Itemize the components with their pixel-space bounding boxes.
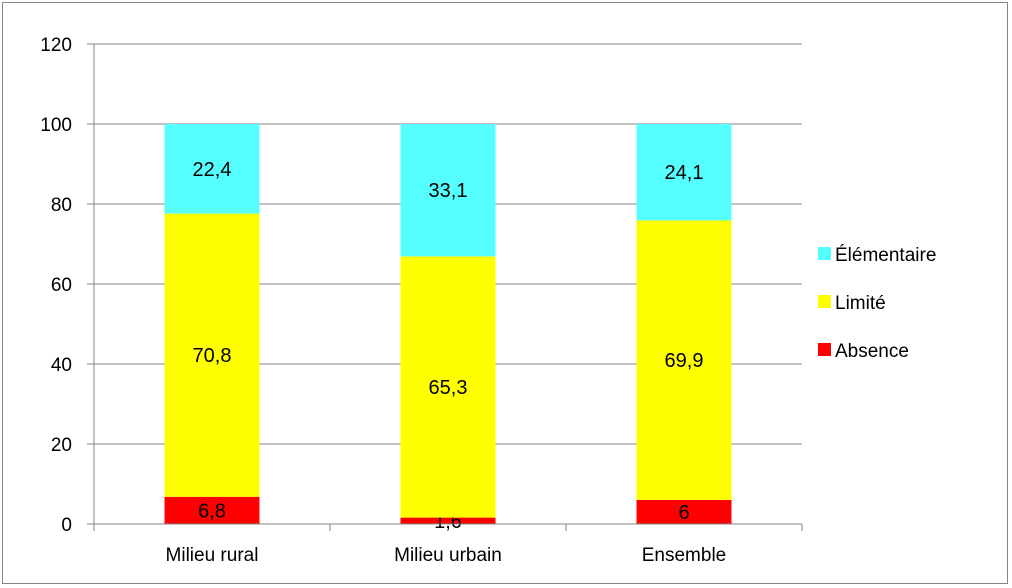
- y-tick-label: 60: [51, 275, 72, 296]
- y-tick-label: 20: [51, 435, 72, 456]
- data-label: 33,1: [429, 180, 468, 202]
- x-tick-label: Ensemble: [642, 545, 727, 566]
- data-label: 24,1: [665, 162, 704, 184]
- bar-segment-absence: [636, 500, 732, 524]
- bar-segment-limité: [636, 220, 732, 500]
- data-label: 65,3: [429, 377, 468, 399]
- data-label: 6,8: [198, 500, 226, 522]
- x-tick-label: Milieu urbain: [394, 545, 502, 566]
- bar-segment-élémentaire: [636, 124, 732, 221]
- y-tick-label: 0: [61, 515, 72, 536]
- legend-swatch-élémentaire: [818, 247, 831, 260]
- x-tick-label: Milieu rural: [166, 545, 259, 566]
- y-tick-label: 40: [51, 355, 72, 376]
- legend-swatch-limité: [818, 295, 831, 308]
- bar-segment-absence: [164, 496, 260, 524]
- data-label: 70,8: [193, 345, 232, 367]
- y-tick-label: 120: [40, 35, 72, 56]
- bar-segment-absence: [400, 517, 496, 524]
- bar-segment-limité: [400, 256, 496, 518]
- legend-label: Élémentaire: [835, 245, 936, 266]
- legend-swatch-absence: [818, 343, 831, 356]
- y-tick-label: 100: [40, 115, 72, 136]
- data-label: 22,4: [193, 159, 232, 181]
- bar-segment-élémentaire: [164, 124, 260, 214]
- legend-label: Limité: [835, 293, 886, 314]
- legend-label: Absence: [835, 341, 909, 362]
- bar-segment-élémentaire: [400, 124, 496, 257]
- y-tick-label: 80: [51, 195, 72, 216]
- data-label: 69,9: [665, 350, 704, 372]
- data-label: 6: [678, 502, 689, 524]
- bar-segment-limité: [164, 213, 260, 497]
